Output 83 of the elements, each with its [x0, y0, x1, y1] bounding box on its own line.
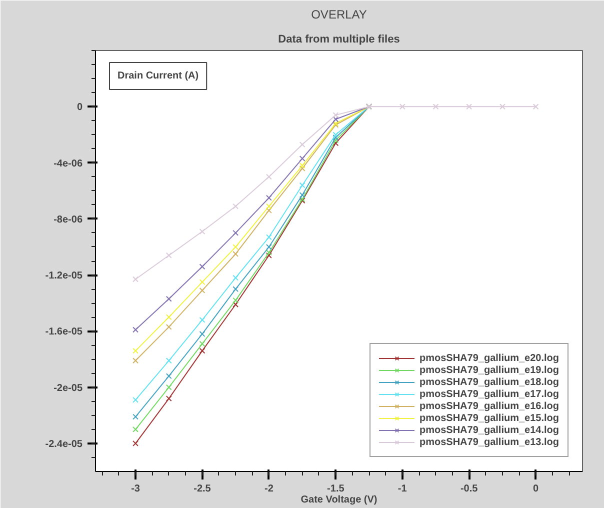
- x-tick-label: -1.5: [327, 484, 345, 494]
- point: [232, 203, 239, 210]
- point: [499, 104, 506, 110]
- point: [132, 358, 138, 364]
- point: [299, 162, 306, 169]
- y-tick-label: -4e-06: [54, 158, 83, 170]
- point: [232, 297, 239, 304]
- chart-title: OVERLAY: [311, 8, 367, 22]
- point: [232, 302, 239, 308]
- point: [299, 192, 306, 198]
- y-tick-label: -2e-05: [54, 382, 83, 394]
- y-tick-label: -1.6e-05: [45, 326, 83, 338]
- point: [432, 104, 439, 110]
- legend-label: pmosSHA79_gallium_e17.log: [420, 388, 559, 400]
- point: [332, 137, 339, 144]
- point: [199, 316, 206, 323]
- legend-label: pmosSHA79_gallium_e14.log: [420, 424, 559, 436]
- x-tick-label: -3: [131, 484, 140, 494]
- point: [266, 252, 272, 258]
- point: [166, 373, 172, 380]
- point: [232, 251, 239, 257]
- chart-subtitle: Data from multiple files: [278, 34, 400, 46]
- y-axis-title: Drain Current (A): [118, 70, 199, 82]
- point: [532, 104, 539, 110]
- point: [199, 348, 206, 354]
- legend-label: pmosSHA79_gallium_e20.log: [420, 352, 559, 364]
- point: [132, 396, 138, 403]
- point: [199, 264, 206, 270]
- point: [332, 134, 339, 140]
- y-tick-label: -2.4e-05: [45, 438, 83, 450]
- point: [232, 244, 239, 250]
- point: [232, 230, 239, 236]
- x-tick-label: 0: [533, 484, 540, 494]
- point: [132, 426, 138, 432]
- point: [132, 440, 138, 446]
- point: [166, 252, 172, 258]
- legend-label: pmosSHA79_gallium_e18.log: [420, 376, 559, 388]
- point: [332, 132, 339, 138]
- x-tick-label: -2: [264, 484, 274, 494]
- point: [199, 331, 206, 337]
- point: [166, 384, 172, 390]
- point: [466, 104, 472, 110]
- point: [332, 112, 339, 118]
- point: [299, 182, 306, 188]
- point: [299, 142, 306, 148]
- point: [266, 174, 272, 180]
- y-tick-label: 0: [76, 102, 83, 114]
- point: [132, 276, 138, 282]
- point: [266, 250, 272, 256]
- x-tick-label: -2.5: [194, 484, 212, 494]
- point: [166, 324, 172, 330]
- point: [266, 244, 272, 250]
- point: [399, 104, 406, 110]
- x-axis-title: Gate Voltage (V): [300, 494, 378, 506]
- point: [299, 156, 306, 162]
- legend-label: pmosSHA79_gallium_e19.log: [420, 364, 559, 376]
- point: [199, 340, 206, 347]
- point: [132, 414, 138, 420]
- point: [132, 348, 138, 354]
- legend-label: pmosSHA79_gallium_e16.log: [420, 400, 559, 412]
- point: [166, 396, 172, 402]
- point: [232, 286, 239, 292]
- x-tick-label: -0.5: [460, 484, 478, 494]
- point: [166, 296, 172, 302]
- point: [132, 326, 138, 333]
- legend-label: pmosSHA79_gallium_e15.log: [420, 412, 559, 424]
- point: [266, 234, 272, 240]
- x-tick-label: -1: [398, 484, 408, 494]
- y-tick-label: -1.2e-05: [45, 270, 83, 282]
- point: [266, 208, 272, 214]
- point: [266, 194, 272, 201]
- point: [299, 165, 306, 172]
- point: [199, 228, 206, 235]
- point: [199, 287, 206, 294]
- point: [232, 274, 239, 281]
- point: [332, 140, 339, 146]
- point: [166, 314, 172, 320]
- point: [199, 279, 206, 286]
- point: [266, 203, 272, 210]
- y-tick-label: -8e-06: [54, 214, 83, 226]
- legend-label: pmosSHA79_gallium_e13.log: [420, 436, 559, 448]
- point: [166, 358, 172, 364]
- point: [332, 116, 339, 122]
